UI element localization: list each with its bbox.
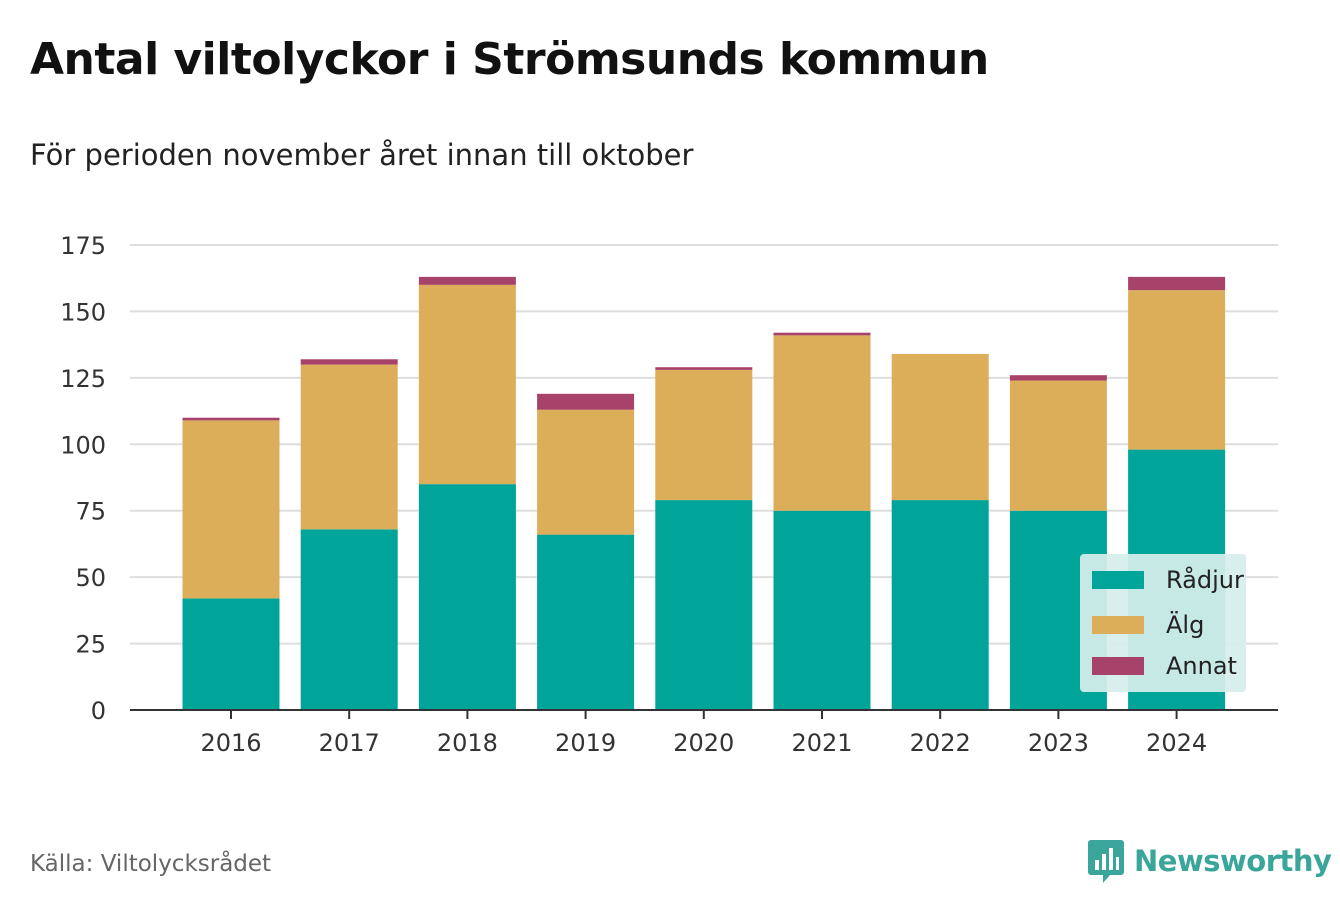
x-tick-label: 2019 xyxy=(555,729,616,757)
bar-rdjur-2020 xyxy=(655,500,753,710)
bar-annat-2021 xyxy=(773,332,871,336)
x-tick-label: 2018 xyxy=(437,729,498,757)
bar-lg-2017 xyxy=(300,364,398,530)
legend-label-alg: Älg xyxy=(1166,611,1205,639)
y-tick-label: 150 xyxy=(60,298,106,326)
bar-annat-2024 xyxy=(1128,276,1226,291)
chart-subtitle: För perioden november året innan till ok… xyxy=(30,138,694,172)
bar-lg-2024 xyxy=(1128,290,1226,450)
x-tick-label: 2016 xyxy=(200,729,261,757)
bar-lg-2019 xyxy=(537,409,635,535)
newsworthy-logo-icon xyxy=(1088,840,1124,883)
y-tick-label: 175 xyxy=(60,232,106,260)
bar-annat-2020 xyxy=(655,367,753,370)
legend-label-radjur: Rådjur xyxy=(1166,566,1244,594)
bar-annat-2019 xyxy=(537,393,635,410)
x-tick-label: 2017 xyxy=(319,729,380,757)
bars xyxy=(182,276,1226,710)
bar-rdjur-2021 xyxy=(773,510,871,710)
bar-lg-2016 xyxy=(182,420,280,599)
x-axis: 2016 2017 2018 2019 2020 2021 2022 2023 2024 xyxy=(130,709,1278,757)
bar-lg-2018 xyxy=(418,284,516,485)
bar-rdjur-2019 xyxy=(537,534,635,710)
bar-rdjur-2016 xyxy=(182,598,280,710)
bar-annat-2023 xyxy=(1009,375,1107,381)
y-tick-label: 100 xyxy=(60,431,106,459)
bar-lg-2023 xyxy=(1009,380,1107,511)
y-tick-label: 50 xyxy=(75,564,106,592)
y-tick-label: 125 xyxy=(60,365,106,393)
legend-item-radjur: Rådjur xyxy=(1092,565,1244,595)
chart-title: Antal viltolyckor i Strömsunds kommun xyxy=(30,34,989,85)
bar-lg-2022 xyxy=(891,353,989,501)
x-tick-label: 2021 xyxy=(791,729,852,757)
legend-swatch-alg xyxy=(1092,616,1144,634)
x-tick-label: 2020 xyxy=(673,729,734,757)
x-tick-label: 2022 xyxy=(910,729,971,757)
bar-rdjur-2022 xyxy=(891,500,989,710)
bar-annat-2017 xyxy=(300,359,398,365)
legend-swatch-radjur xyxy=(1092,571,1144,589)
brand-logo[interactable]: Newsworthy xyxy=(1088,838,1332,884)
legend-swatch-annat xyxy=(1092,657,1144,675)
y-axis: 0 25 50 75 100 125 150 175 xyxy=(60,232,106,725)
y-tick-label: 25 xyxy=(75,631,106,659)
bar-rdjur-2018 xyxy=(418,484,516,710)
bar-lg-2020 xyxy=(655,369,753,501)
bar-rdjur-2017 xyxy=(300,529,398,710)
y-tick-label: 75 xyxy=(75,498,106,526)
bar-lg-2021 xyxy=(773,335,871,511)
source-note: Källa: Viltolycksrådet xyxy=(30,851,272,877)
bar-annat-2018 xyxy=(418,276,516,285)
y-tick-label: 0 xyxy=(91,697,106,725)
legend-label-annat: Annat xyxy=(1166,652,1237,680)
legend: Rådjur Älg Annat xyxy=(1080,554,1246,692)
x-tick-label: 2023 xyxy=(1028,729,1089,757)
x-tick-label: 2024 xyxy=(1146,729,1207,757)
legend-item-alg: Älg xyxy=(1092,610,1204,640)
legend-item-annat: Annat xyxy=(1092,651,1237,681)
bar-annat-2016 xyxy=(182,417,280,421)
brand-name: Newsworthy xyxy=(1134,844,1332,878)
